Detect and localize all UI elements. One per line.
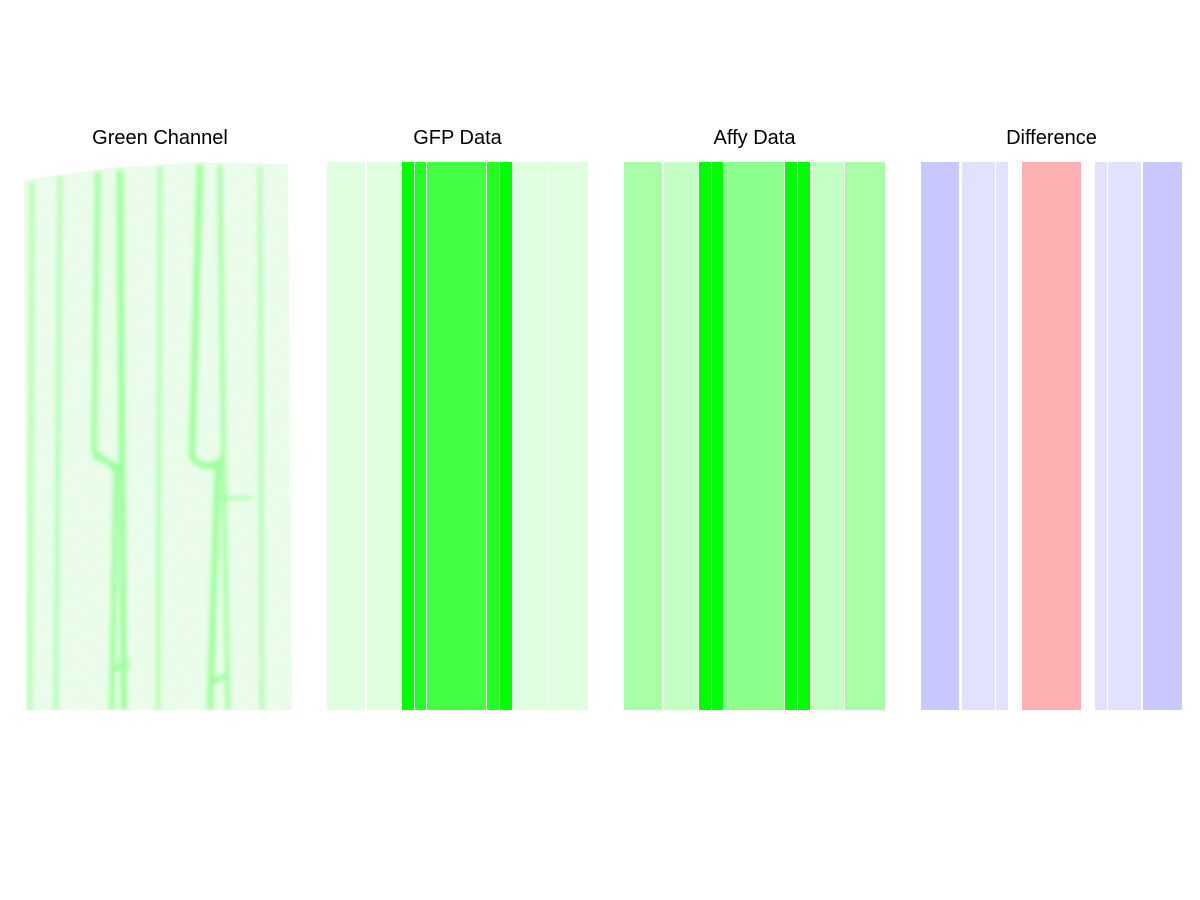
strip-cell-1 (921, 162, 959, 710)
strip-cell-3 (402, 162, 414, 710)
strip-cell-2 (962, 162, 995, 710)
panel-title-green-channel: Green Channel (92, 127, 228, 149)
strip-cell-1 (327, 162, 365, 710)
strip-cell-2 (664, 162, 698, 710)
strip-cell-7 (1095, 162, 1107, 710)
strip-cell-6 (1082, 162, 1094, 710)
strip-cell-5 (1022, 162, 1081, 710)
strip-cell-2 (367, 162, 401, 710)
strip-cell-6 (785, 162, 797, 710)
strip-cell-8 (513, 162, 547, 710)
affy-data-strips (624, 162, 885, 710)
strip-cell-5 (724, 162, 784, 710)
gfp-data-strips (327, 162, 588, 710)
strip-cell-7 (798, 162, 810, 710)
strip-cell-4 (1009, 162, 1022, 710)
strip-cell-9 (845, 162, 885, 710)
panel-title-affy-data: Affy Data (713, 127, 796, 149)
panel-difference: Difference (921, 0, 1182, 900)
difference-strips (921, 162, 1182, 710)
strip-cell-9 (548, 162, 588, 710)
strip-cell-1 (624, 162, 662, 710)
panel-title-gfp-data: GFP Data (413, 127, 502, 149)
strip-cell-6 (487, 162, 499, 710)
green-channel-image (20, 162, 300, 710)
panel-green-channel: Green Channel (20, 0, 300, 900)
panel-title-difference: Difference (1006, 127, 1097, 149)
strip-cell-9 (1143, 162, 1182, 710)
microscopy-image (24, 162, 292, 710)
strip-cell-4 (712, 162, 723, 710)
strip-cell-8 (811, 162, 844, 710)
panel-gfp-data: GFP Data (327, 0, 588, 900)
strip-cell-4 (415, 162, 426, 710)
strip-cell-3 (699, 162, 711, 710)
panel-affy-data: Affy Data (624, 0, 885, 900)
strip-cell-8 (1108, 162, 1141, 710)
strip-cell-7 (500, 162, 512, 710)
strip-cell-3 (996, 162, 1008, 710)
strip-cell-5 (427, 162, 486, 710)
